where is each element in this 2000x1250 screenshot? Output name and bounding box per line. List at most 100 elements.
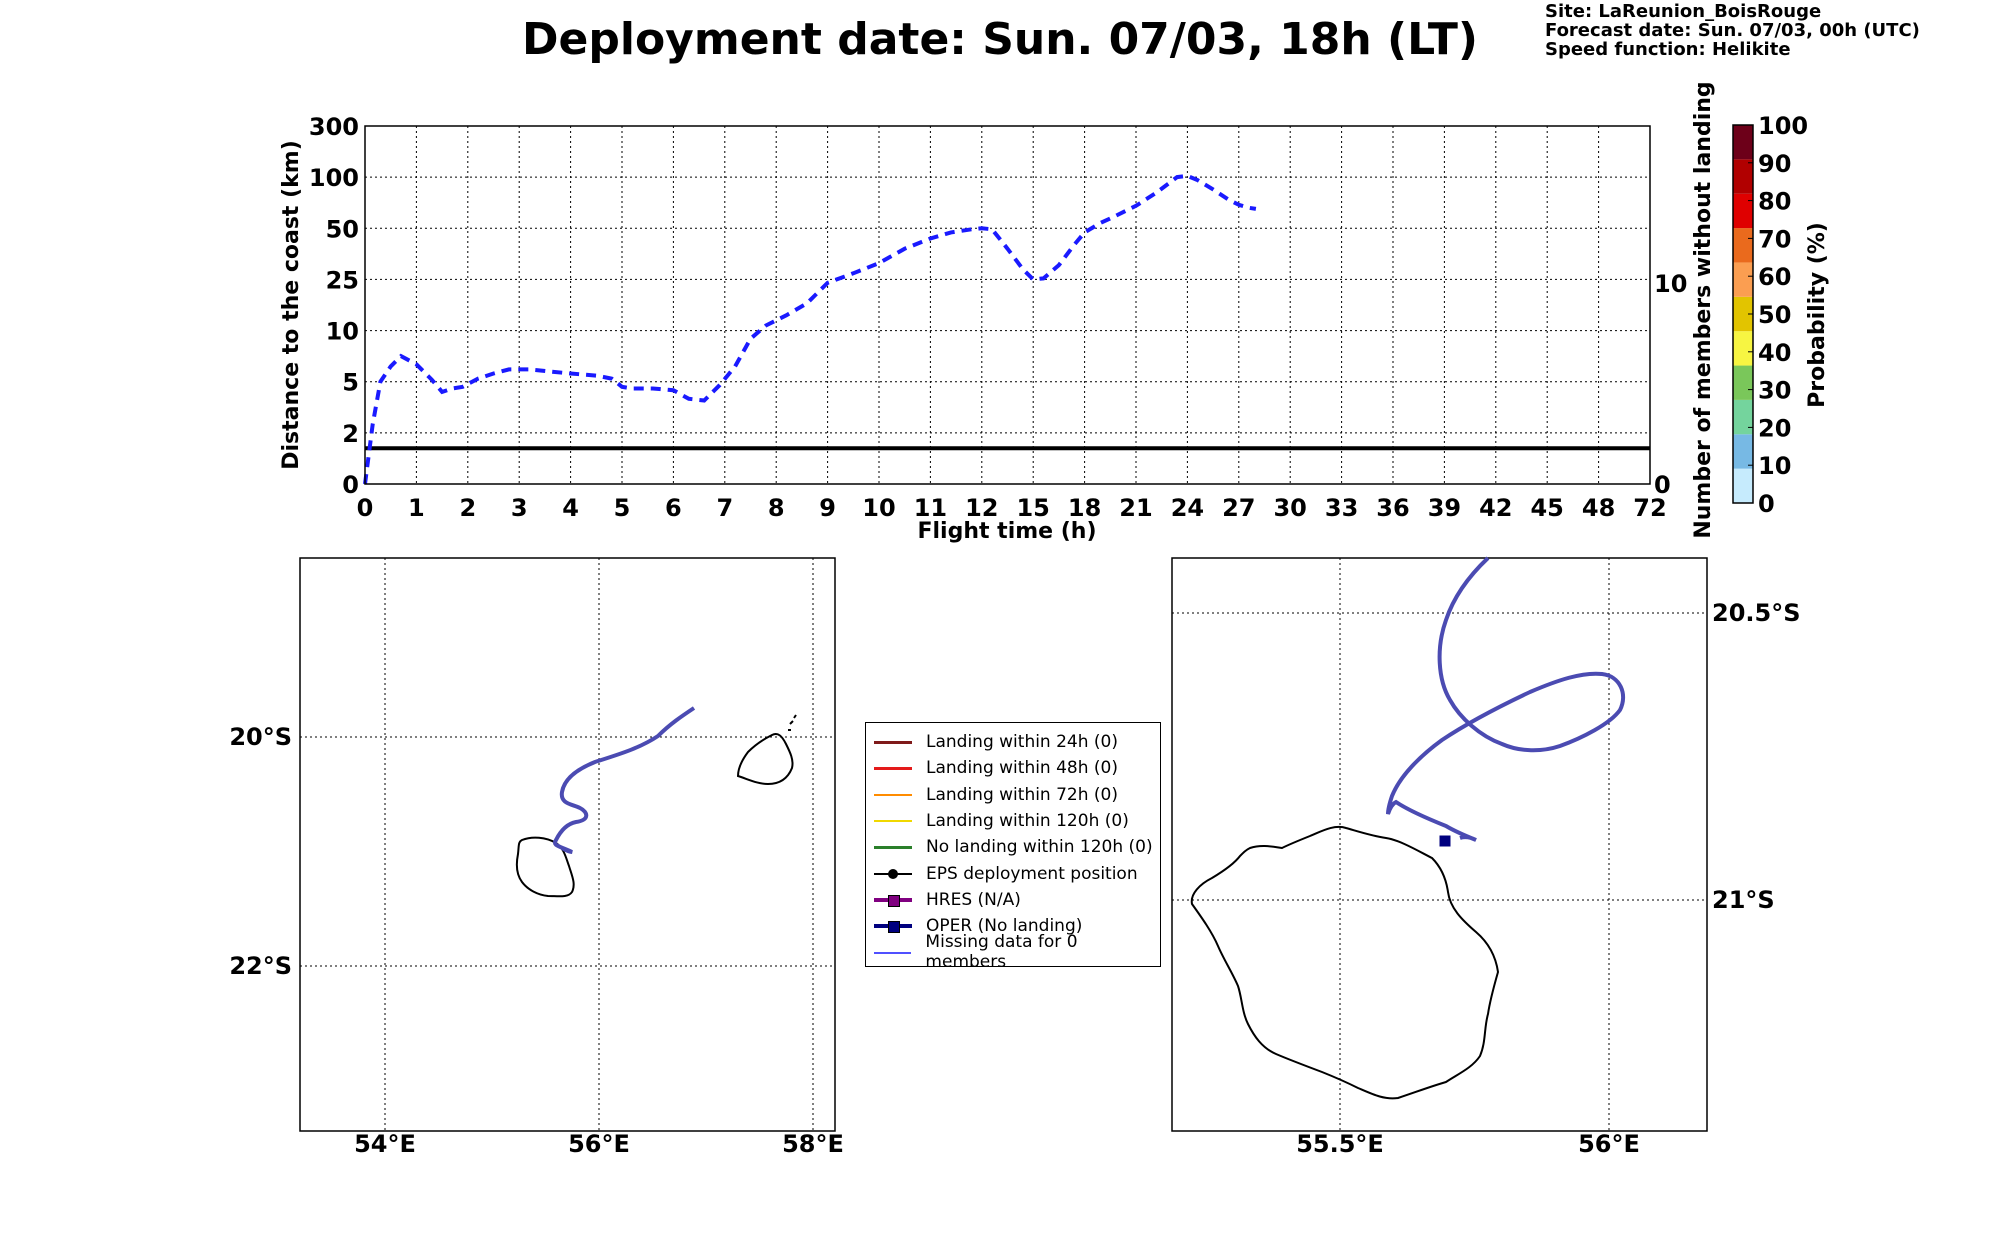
y-axis-label: Distance to the coast (km) (279, 140, 304, 470)
legend-label: EPS deployment position (926, 863, 1138, 884)
legend-item: EPS deployment position (874, 861, 1138, 887)
longitude-tick-labels: 54°E 56°E 58°E (354, 1130, 844, 1158)
x-tick-label: 6 (665, 494, 682, 522)
colorbar-segments (1733, 125, 1753, 503)
latitude-tick-labels: 20.5°S 21°S (1712, 599, 1801, 914)
x-tick-label: 7 (716, 494, 733, 522)
legend-swatch (874, 736, 912, 748)
latitude-tick-labels: 20°S 22°S (229, 723, 292, 980)
colorbar-tick-label: 50 (1758, 301, 1791, 329)
legend-label: Landing within 72h (0) (926, 784, 1119, 805)
colorbar-tick-label: 100 (1758, 112, 1808, 140)
map-tick-label: 55.5°E (1296, 1130, 1384, 1158)
right-y-tick-labels: 0 10 (1654, 270, 1687, 499)
legend-item: OPER (No landing) (874, 913, 1082, 939)
colorbar-segment (1733, 228, 1753, 263)
colorbar-label: Probability (%) (1805, 222, 1830, 408)
colorbar-tick-label: 90 (1758, 150, 1791, 178)
colorbar-tick-label: 0 (1758, 490, 1775, 518)
y-tick-label: 25 (326, 266, 359, 294)
colorbar-segment (1733, 434, 1753, 469)
colorbar-segment (1733, 365, 1753, 400)
legend-item: No landing within 120h (0) (874, 834, 1153, 860)
speed-function-label: Speed function: Helikite (1545, 39, 1791, 60)
legend-swatch (874, 841, 912, 853)
x-tick-label: 42 (1479, 494, 1512, 522)
distance-chart: 0 1 2 3 4 5 6 7 8 9 10 11 12 15 18 21 24 27 30 33 36 39 42 45 48… (279, 81, 1716, 544)
map-tick-label: 22°S (229, 952, 292, 980)
legend-item: Missing data for 0 members (874, 932, 1160, 972)
reunion-island-coastline (1190, 826, 1500, 1100)
zoomed-map: 55.5°E 56°E 20.5°S 21°S (1171, 556, 1801, 1158)
colorbar-segment (1733, 125, 1753, 160)
map-gridlines (1172, 558, 1707, 1131)
legend-item: HRES (N/A) (874, 887, 1021, 913)
x-tick-label: 39 (1428, 494, 1461, 522)
y-tick-label: 100 (309, 164, 359, 192)
legend-label: No landing within 120h (0) (926, 837, 1153, 858)
y-tick-label: 5 (342, 369, 359, 397)
colorbar-tick-label: 30 (1758, 377, 1791, 405)
legend-swatch (874, 920, 912, 934)
site-label: Site: LaReunion_BoisRouge (1545, 1, 1822, 22)
legend-swatch (874, 789, 912, 801)
y-tick-label: 2 (342, 420, 359, 448)
island-detail (788, 714, 797, 731)
colorbar-tick-label: 80 (1758, 188, 1791, 216)
colorbar-tick-label: 10 (1758, 452, 1791, 480)
x-tick-label: 18 (1068, 494, 1101, 522)
oper-trajectory (553, 706, 696, 854)
x-tick-label: 24 (1171, 494, 1204, 522)
legend-swatch (874, 894, 912, 907)
colorbar-tick-label: 70 (1758, 225, 1791, 253)
x-tick-label: 30 (1273, 494, 1306, 522)
x-tick-label: 45 (1530, 494, 1563, 522)
oper-deployment-marker (1439, 835, 1451, 847)
legend-label: HRES (N/A) (926, 889, 1021, 910)
colorbar-segment (1733, 159, 1753, 194)
forecast-metadata: Site: LaReunion_BoisRouge Forecast date:… (1545, 2, 1920, 59)
x-tick-label: 0 (357, 494, 374, 522)
colorbar-tick-label: 60 (1758, 263, 1791, 291)
x-tick-label: 1 (408, 494, 425, 522)
x-tick-labels: 0 1 2 3 4 5 6 7 8 9 10 11 12 15 18 21 24 27 30 33 36 39 42 45 48… (357, 494, 1667, 522)
right-y-tick-label: 0 (1654, 471, 1671, 499)
x-tick-label: 4 (562, 494, 579, 522)
distance-series-line (363, 173, 1257, 485)
legend: Landing within 24h (0) Landing within 48h… (865, 722, 1161, 972)
legend-label: Landing within 24h (0) (926, 732, 1119, 752)
legend-swatch (874, 868, 912, 880)
map-tick-label: 54°E (354, 1130, 416, 1158)
x-tick-label: 72 (1633, 494, 1666, 522)
x-tick-label: 9 (819, 494, 836, 522)
forecast-date-label: Forecast date: Sun. 07/03, 00h (UTC) (1545, 20, 1920, 41)
right-y-axis-label: Number of members without landing (1691, 81, 1716, 538)
legend-label: Landing within 120h (0) (926, 810, 1129, 831)
x-tick-label: 15 (1016, 494, 1049, 522)
legend-item: Landing within 24h (0) (874, 729, 1118, 755)
y-tick-label: 0 (342, 471, 359, 499)
y-tick-label: 300 (309, 113, 359, 141)
x-tick-label: 21 (1119, 494, 1152, 522)
colorbar-tick-labels: 0 10 20 30 40 50 60 70 80 90 100 (1748, 112, 1808, 518)
x-tick-label: 3 (511, 494, 528, 522)
x-tick-label: 36 (1376, 494, 1409, 522)
x-tick-label: 27 (1222, 494, 1255, 522)
legend-item: Landing within 120h (0) (874, 808, 1129, 834)
colorbar-tick-label: 20 (1758, 414, 1791, 442)
map-tick-label: 20.5°S (1712, 599, 1801, 627)
right-y-tick-label: 10 (1654, 270, 1687, 298)
oper-trajectory (1386, 556, 1626, 842)
colorbar-segment (1733, 296, 1753, 332)
x-tick-label: 48 (1582, 494, 1615, 522)
legend-swatch (874, 946, 912, 958)
map-tick-label: 20°S (229, 723, 292, 751)
colorbar-segment (1733, 331, 1753, 366)
colorbar-segment (1733, 468, 1753, 503)
map-tick-label: 56°E (1578, 1130, 1640, 1158)
regional-map: 54°E 56°E 58°E 20°S 22°S (229, 557, 844, 1158)
legend-swatch (874, 815, 912, 827)
colorbar-segment (1733, 399, 1753, 435)
x-tick-label: 5 (614, 494, 631, 522)
